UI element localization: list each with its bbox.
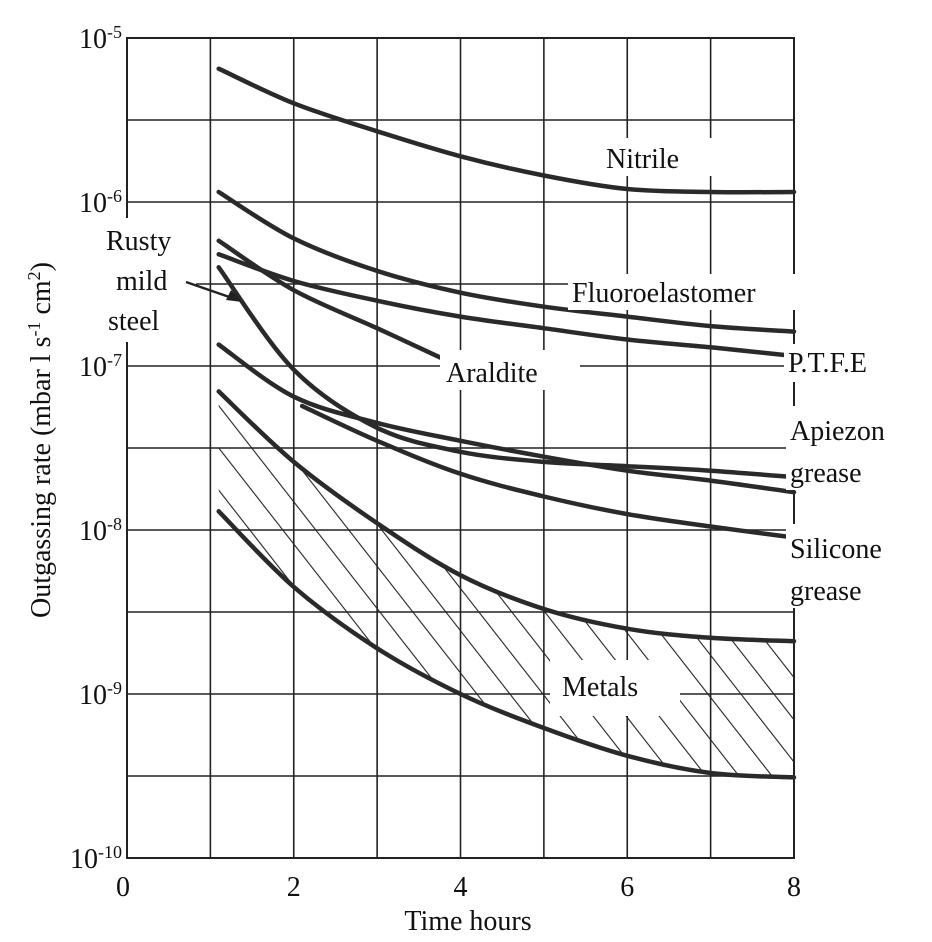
apiezon-label-bg xyxy=(786,406,906,490)
x-tick-label: 2 xyxy=(287,872,301,903)
series-line-fluoroelastomer xyxy=(216,189,797,334)
series-line-rusty-mild-steel xyxy=(216,265,797,480)
series-line-metals-upper xyxy=(216,389,797,644)
y-tick-label: 10-9 xyxy=(79,678,122,711)
y-tick-label: 10-10 xyxy=(70,842,122,875)
rusty-label-bg xyxy=(96,218,196,342)
ptfe-label-bg xyxy=(784,344,904,382)
x-axis-title: Time hours xyxy=(404,906,531,937)
rusty-pointer-arrowhead xyxy=(226,290,242,302)
y-tick-label: 10-6 xyxy=(79,186,122,219)
metals-label: Metals xyxy=(562,672,638,703)
y-axis-title: Outgassing rate (mbar l s-1 cm2) xyxy=(24,262,57,618)
series-line-apiezon-grease xyxy=(216,342,797,495)
ptfe-label: P.T.F.E xyxy=(788,348,867,379)
metals-label-bg xyxy=(550,660,680,716)
silicone-label-line2: grease xyxy=(790,576,862,607)
x-tick-label: 6 xyxy=(620,872,634,903)
series-line-silicone-grease xyxy=(299,403,797,540)
y-tick-labels: 10-5 10-6 10-7 10-8 10-9 10-10 xyxy=(70,22,122,875)
y-tick-label: 10-7 xyxy=(79,350,122,383)
series-line-nitrile xyxy=(216,66,797,195)
y-tick-label: 10-5 xyxy=(79,22,122,55)
araldite-label: Araldite xyxy=(446,358,538,389)
fluoro-label-bg xyxy=(568,274,818,310)
apiezon-label-line2: grease xyxy=(790,458,862,489)
silicone-label-line1: Silicone xyxy=(790,534,882,565)
series-line-metals-lower xyxy=(216,509,797,780)
x-tick-labels: 0 2 4 6 8 xyxy=(116,872,801,903)
series-line-araldite xyxy=(216,238,447,362)
araldite-label-bg xyxy=(440,350,580,390)
nitrile-label-bg xyxy=(600,138,740,176)
rusty-label-line2: mild xyxy=(116,266,167,297)
x-tick-label: 4 xyxy=(454,872,468,903)
nitrile-label: Nitrile xyxy=(606,144,679,175)
x-tick-label: 8 xyxy=(787,872,801,903)
silicone-label-bg xyxy=(786,524,906,608)
apiezon-label-line1: Apiezon xyxy=(790,416,885,447)
rusty-label-line3: steel xyxy=(108,306,160,337)
fluoroelastomer-label: Fluoroelastomer xyxy=(572,278,756,309)
series-lines xyxy=(216,66,797,780)
rusty-label-line1: Rusty xyxy=(106,226,171,257)
x-tick-label: 0 xyxy=(116,872,130,903)
y-tick-label: 10-8 xyxy=(79,514,122,547)
series-line-p-t-f-e xyxy=(216,252,797,359)
